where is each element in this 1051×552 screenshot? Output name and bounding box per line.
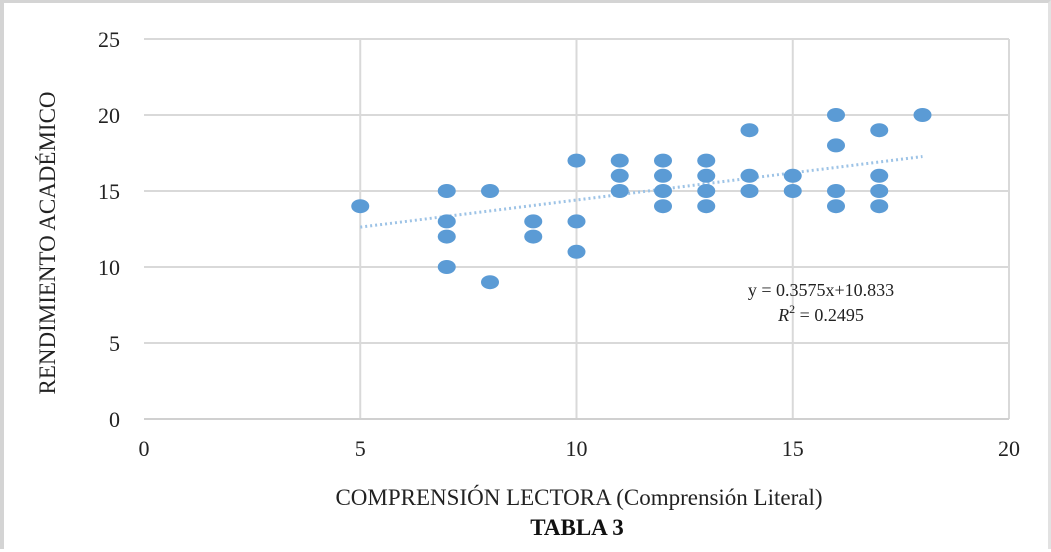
x-tick-label: 5: [355, 436, 366, 461]
data-point: [654, 168, 672, 183]
data-point: [913, 108, 932, 122]
data-point: [740, 168, 759, 183]
y-axis-title: RENDIMIENTO ACADÉMICO: [35, 91, 60, 394]
r-squared-value: = 0.2495: [795, 305, 864, 325]
data-point: [524, 229, 543, 244]
data-point: [870, 123, 889, 138]
data-point: [610, 153, 629, 168]
data-point: [697, 168, 716, 183]
figure-caption: TABLA 3: [530, 515, 624, 540]
grid: [144, 38, 1010, 419]
data-point: [437, 229, 456, 244]
data-point: [437, 184, 456, 198]
x-tick-labels: 0 5 10 15 20: [139, 436, 1021, 461]
y-tick-label: 5: [109, 331, 120, 356]
data-point: [783, 184, 802, 198]
data-point: [481, 275, 499, 290]
y-tick-label: 25: [98, 27, 120, 52]
data-point: [827, 199, 845, 214]
data-point: [654, 199, 672, 214]
data-point: [654, 184, 672, 198]
data-point: [827, 108, 845, 122]
data-point: [567, 153, 586, 168]
data-point: [783, 168, 802, 183]
data-point: [697, 184, 716, 198]
data-point: [437, 260, 456, 274]
data-point: [697, 153, 716, 168]
data-point: [610, 184, 629, 198]
y-tick-label: 10: [98, 255, 120, 280]
data-point: [610, 168, 629, 183]
data-point: [524, 214, 543, 229]
data-point: [481, 184, 499, 198]
data-point: [827, 138, 845, 153]
x-tick-label: 20: [998, 436, 1020, 461]
data-point: [567, 214, 586, 229]
x-tick-label: 10: [566, 436, 588, 461]
data-point: [740, 123, 759, 138]
data-point: [351, 199, 370, 214]
data-point: [437, 214, 456, 229]
data-point: [827, 184, 845, 198]
data-points: [351, 108, 932, 290]
data-point: [870, 168, 889, 183]
y-tick-label: 15: [98, 179, 120, 204]
y-tick-label: 0: [109, 407, 120, 432]
x-tick-label: 15: [782, 436, 804, 461]
r-exponent: 2: [789, 302, 795, 316]
x-tick-label: 0: [139, 436, 150, 461]
data-point: [567, 244, 586, 259]
r-symbol: R: [777, 305, 789, 325]
x-axis-title: COMPRENSIÓN LECTORA (Comprensión Literal…: [335, 484, 822, 510]
y-tick-labels: 0 5 10 15 20 25: [98, 27, 120, 432]
data-point: [654, 153, 672, 168]
trendline-equation: y = 0.3575x+10.833: [748, 280, 894, 300]
scatter-chart: 0 5 10 15 20 25 0 5 10 15 20 y = 0.3575x+10.833 R…: [35, 27, 1021, 540]
data-point: [870, 199, 889, 214]
data-point: [740, 184, 759, 198]
y-tick-label: 20: [98, 103, 120, 128]
data-point: [697, 199, 716, 214]
r-squared-label: R2 = 0.2495: [777, 302, 864, 325]
data-point: [870, 184, 889, 198]
